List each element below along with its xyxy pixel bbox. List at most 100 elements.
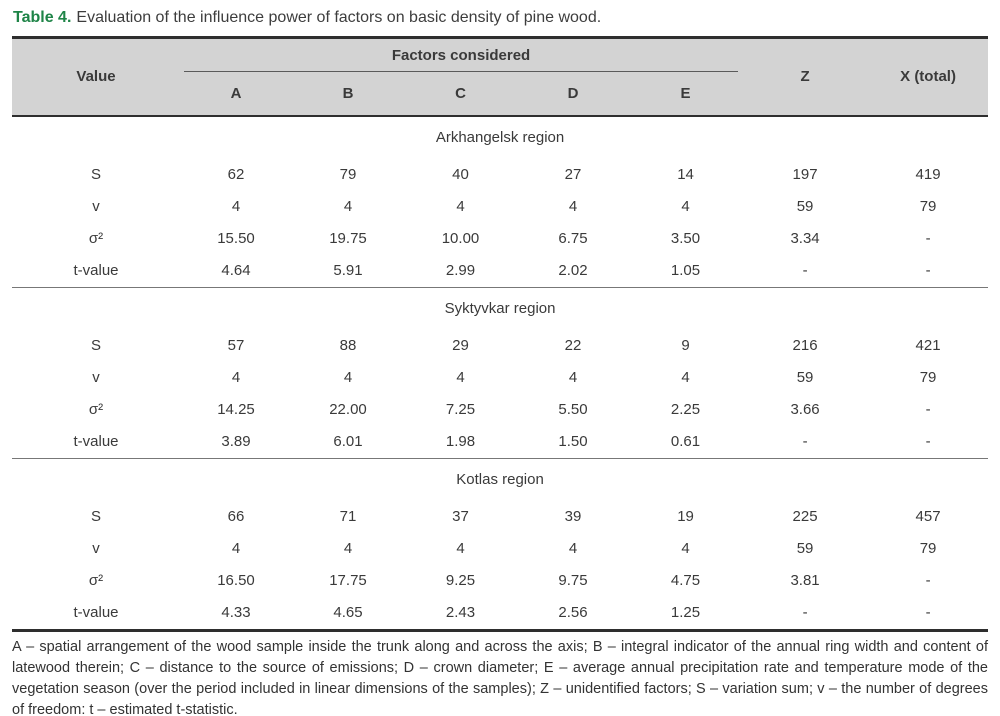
data-cell: - bbox=[925, 401, 931, 418]
data-cell: 66 bbox=[227, 508, 245, 525]
data-cell: 79 bbox=[919, 369, 937, 386]
section-header-syktyvkar: Syktyvkar region bbox=[12, 286, 989, 330]
data-cell: 3.89 bbox=[221, 433, 251, 450]
table-row: t-value 3.89 6.01 1.98 1.50 0.61 - - bbox=[12, 426, 988, 459]
data-cell: 1.50 bbox=[558, 433, 588, 450]
data-cell: 3.66 bbox=[790, 401, 820, 418]
data-cell: 1.98 bbox=[445, 433, 476, 450]
data-cell: - bbox=[925, 604, 931, 621]
data-cell: 79 bbox=[919, 198, 937, 215]
column-header-factor-b: B bbox=[292, 71, 404, 117]
data-cell: 4 bbox=[456, 369, 465, 386]
data-cell: 4 bbox=[231, 369, 241, 386]
data-cell: 57 bbox=[227, 337, 245, 354]
data-cell: - bbox=[802, 604, 808, 621]
data-cell: - bbox=[802, 262, 808, 279]
data-cell: 3.50 bbox=[670, 230, 701, 247]
table-row: v 4 4 4 4 4 59 79 bbox=[12, 533, 988, 565]
table-row: σ² 15.50 19.75 10.00 6.75 3.50 3.34 - bbox=[12, 223, 988, 255]
table-row: t-value 4.33 4.65 2.43 2.56 1.25 - - bbox=[12, 597, 988, 631]
section-header-arkhangelsk: Arkhangelsk region bbox=[12, 116, 988, 159]
data-cell: 4 bbox=[231, 540, 241, 557]
table-row: v 4 4 4 4 4 59 79 bbox=[12, 362, 988, 394]
data-cell: 4 bbox=[681, 540, 690, 557]
data-cell: 9 bbox=[681, 337, 690, 354]
data-cell: 15.50 bbox=[217, 230, 255, 247]
table-row: σ² 16.50 17.75 9.25 9.75 4.75 3.81 - bbox=[12, 565, 988, 597]
data-cell: 197 bbox=[792, 166, 818, 183]
data-cell: 17.75 bbox=[329, 572, 367, 589]
data-cell: 2.56 bbox=[558, 604, 588, 621]
data-cell: 14.25 bbox=[217, 401, 255, 418]
data-cell: 37 bbox=[452, 508, 469, 525]
row-label: σ² bbox=[88, 230, 104, 247]
data-cell: 4 bbox=[681, 198, 690, 215]
data-cell: 225 bbox=[792, 508, 818, 525]
data-cell: 22.00 bbox=[329, 401, 367, 418]
data-cell: - bbox=[925, 262, 931, 279]
data-cell: 79 bbox=[339, 166, 357, 183]
data-cell: 5.50 bbox=[558, 401, 588, 418]
column-header-factor-e: E bbox=[629, 71, 743, 117]
data-cell: 40 bbox=[452, 166, 469, 183]
data-cell: 4 bbox=[231, 198, 241, 215]
section-header-kotlas: Kotlas region bbox=[12, 457, 989, 501]
data-cell: 16.50 bbox=[217, 572, 255, 589]
data-table: Value Factors considered Z X (total) A B… bbox=[12, 36, 989, 632]
row-label: σ² bbox=[88, 572, 104, 589]
data-cell: 7.25 bbox=[445, 401, 476, 418]
table-row: S 62 79 40 27 14 197 419 bbox=[12, 159, 988, 191]
data-cell: 6.01 bbox=[333, 433, 363, 450]
data-cell: 14 bbox=[677, 166, 694, 183]
row-label: S bbox=[90, 166, 101, 183]
data-cell: 4 bbox=[343, 540, 353, 557]
table-caption-text: Evaluation of the influence power of fac… bbox=[76, 9, 602, 26]
data-cell: 419 bbox=[915, 166, 941, 183]
data-cell: 4.64 bbox=[221, 262, 251, 279]
data-cell: 0.61 bbox=[670, 433, 701, 450]
data-cell: 9.75 bbox=[558, 572, 588, 589]
data-cell: 4 bbox=[681, 369, 690, 386]
data-cell: 71 bbox=[339, 508, 357, 525]
data-cell: 19 bbox=[677, 508, 694, 525]
row-label: σ² bbox=[88, 401, 104, 418]
data-cell: 6.75 bbox=[558, 230, 588, 247]
data-cell: 79 bbox=[919, 540, 937, 557]
section-title: Arkhangelsk region bbox=[435, 129, 565, 146]
footnote: A – spatial arrangement of the wood samp… bbox=[12, 638, 988, 716]
data-cell: 1.25 bbox=[670, 604, 701, 621]
column-header-z: Z bbox=[742, 37, 869, 117]
data-cell: 4 bbox=[456, 198, 465, 215]
column-header-x-total: X (total) bbox=[868, 37, 989, 117]
data-cell: 10.00 bbox=[441, 230, 480, 247]
data-cell: 4.75 bbox=[670, 572, 701, 589]
section-title: Kotlas region bbox=[12, 457, 989, 501]
section-title: Syktyvkar region bbox=[12, 286, 989, 330]
data-cell: 2.99 bbox=[445, 262, 476, 279]
data-cell: 4 bbox=[568, 540, 578, 557]
data-cell: 2.25 bbox=[670, 401, 701, 418]
column-header-factor-c: C bbox=[404, 71, 517, 117]
data-cell: 5.91 bbox=[333, 262, 363, 279]
data-cell: 2.02 bbox=[558, 262, 588, 279]
data-cell: - bbox=[802, 433, 808, 450]
factors-group-label: Factors considered bbox=[184, 47, 739, 72]
data-cell: 3.81 bbox=[790, 572, 820, 589]
table-caption: Table 4. Evaluation of the influence powe… bbox=[13, 6, 988, 30]
data-cell: 19.75 bbox=[329, 230, 367, 247]
data-cell: 62 bbox=[227, 166, 245, 183]
table-row: t-value 4.64 5.91 2.99 2.02 1.05 - - bbox=[12, 255, 988, 288]
row-label: v bbox=[92, 369, 100, 386]
data-cell: 4 bbox=[343, 198, 353, 215]
data-cell: 4 bbox=[343, 369, 353, 386]
data-cell: - bbox=[925, 572, 931, 589]
row-label: t-value bbox=[73, 433, 119, 450]
table-header: Value Factors considered Z X (total) A B… bbox=[12, 37, 989, 117]
data-cell: 4 bbox=[456, 540, 465, 557]
table-row: σ² 14.25 22.00 7.25 5.50 2.25 3.66 - bbox=[12, 394, 988, 426]
data-cell: - bbox=[925, 230, 931, 247]
data-cell: 4 bbox=[568, 198, 578, 215]
data-cell: - bbox=[925, 433, 931, 450]
row-label: v bbox=[92, 540, 100, 557]
column-header-factor-a: A bbox=[180, 71, 292, 117]
